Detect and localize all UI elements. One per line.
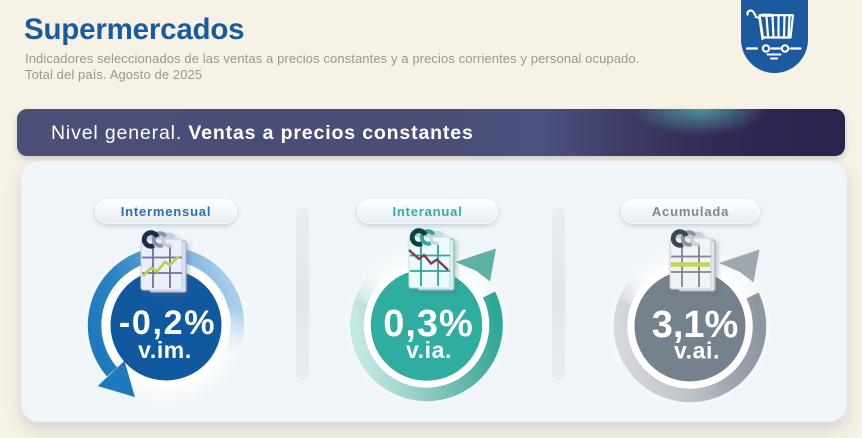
svg-text:0,3%: 0,3% — [383, 303, 474, 345]
svg-text:v.im.: v.im. — [138, 337, 192, 363]
svg-text:3,1%: 3,1% — [652, 304, 739, 346]
svg-text:-0,2%: -0,2% — [119, 304, 216, 342]
svg-text:v.ia.: v.ia. — [406, 337, 452, 363]
svg-text:v.ai.: v.ai. — [674, 338, 720, 364]
